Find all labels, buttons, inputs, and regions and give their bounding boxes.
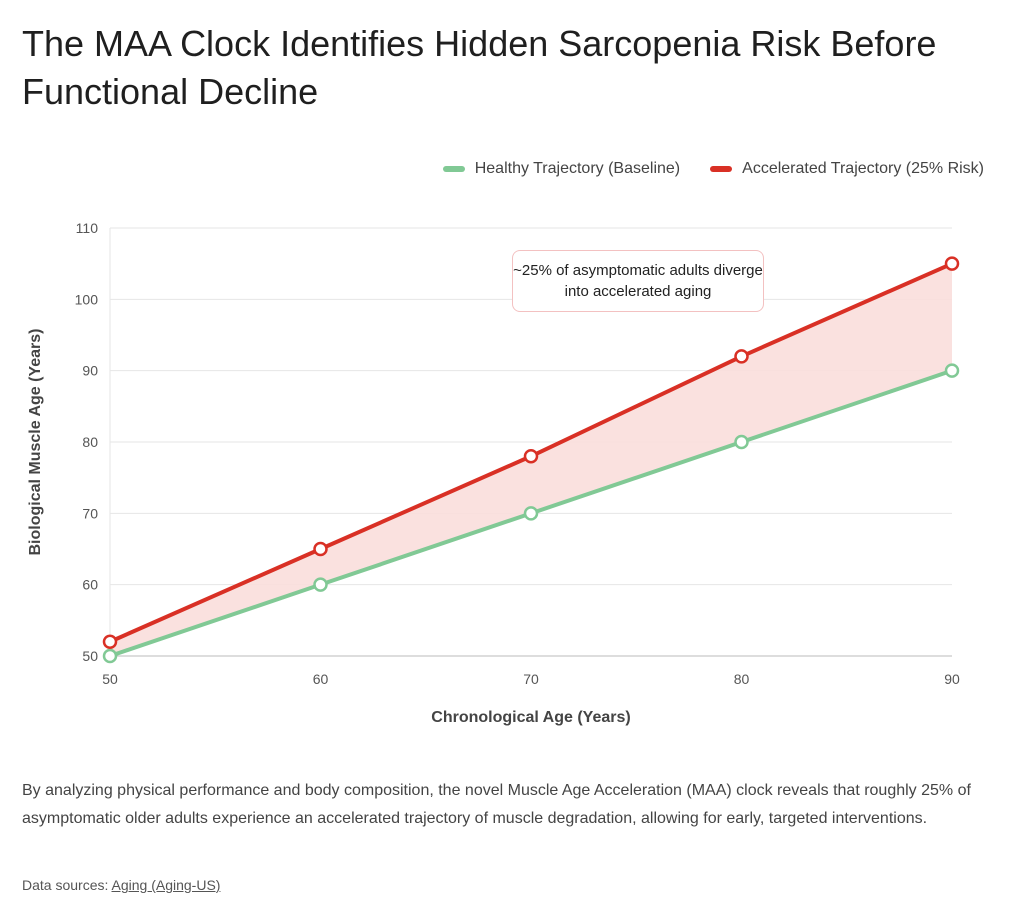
x-tick-label: 80: [734, 671, 750, 687]
source-link[interactable]: Aging (Aging-US): [111, 877, 221, 893]
accelerated-point: [313, 541, 328, 557]
healthy-point: [523, 506, 539, 521]
x-axis-label: Chronological Age (Years): [431, 709, 630, 726]
data-sources: Data sources: Aging (Aging-US): [22, 877, 220, 893]
healthy-point: [102, 648, 118, 664]
y-tick-label: 110: [76, 220, 99, 236]
x-tick-label: 70: [523, 671, 539, 687]
page-title: The MAA Clock Identifies Hidden Sarcopen…: [22, 23, 937, 112]
y-tick-label: 50: [82, 648, 98, 664]
y-tick-label: 100: [75, 291, 99, 307]
y-tick-label: 70: [82, 505, 98, 521]
chart-legend: Healthy Trajectory (Baseline) Accelerate…: [442, 160, 984, 178]
line-chart: 50 60 70 80 90 100 110 50 60 70 80 90 Chronological …: [27, 220, 960, 726]
legend-label: Healthy Trajectory (Baseline): [474, 160, 681, 177]
accelerated-point: [734, 349, 749, 364]
y-tick-label: 90: [82, 363, 98, 379]
chart-annotation: ~25% of asymptomatic adults diverge into…: [512, 250, 764, 312]
x-tick-label: 60: [313, 671, 329, 687]
legend-swatch-healthy: [442, 166, 465, 172]
healthy-point: [734, 434, 749, 450]
x-tick-label: 50: [102, 671, 118, 687]
accelerated-point: [523, 449, 539, 464]
y-axis-label: Biological Muscle Age (Years): [27, 328, 44, 555]
healthy-point: [944, 363, 960, 378]
y-tick-label: 60: [82, 577, 98, 593]
x-tick-label: 90: [944, 671, 960, 687]
legend-swatch-accelerated: [710, 166, 733, 172]
healthy-point: [313, 577, 328, 592]
chart-description: By analyzing physical performance and bo…: [22, 782, 971, 827]
legend-label: Accelerated Trajectory (25% Risk): [742, 160, 984, 177]
accelerated-point: [102, 634, 118, 649]
accelerated-point: [944, 256, 960, 271]
legend-item-healthy[interactable]: Healthy Trajectory (Baseline): [442, 160, 681, 178]
legend-item-accelerated[interactable]: Accelerated Trajectory (25% Risk): [710, 160, 984, 178]
y-tick-label: 80: [82, 434, 98, 450]
sources-label: Data sources:: [22, 877, 109, 893]
